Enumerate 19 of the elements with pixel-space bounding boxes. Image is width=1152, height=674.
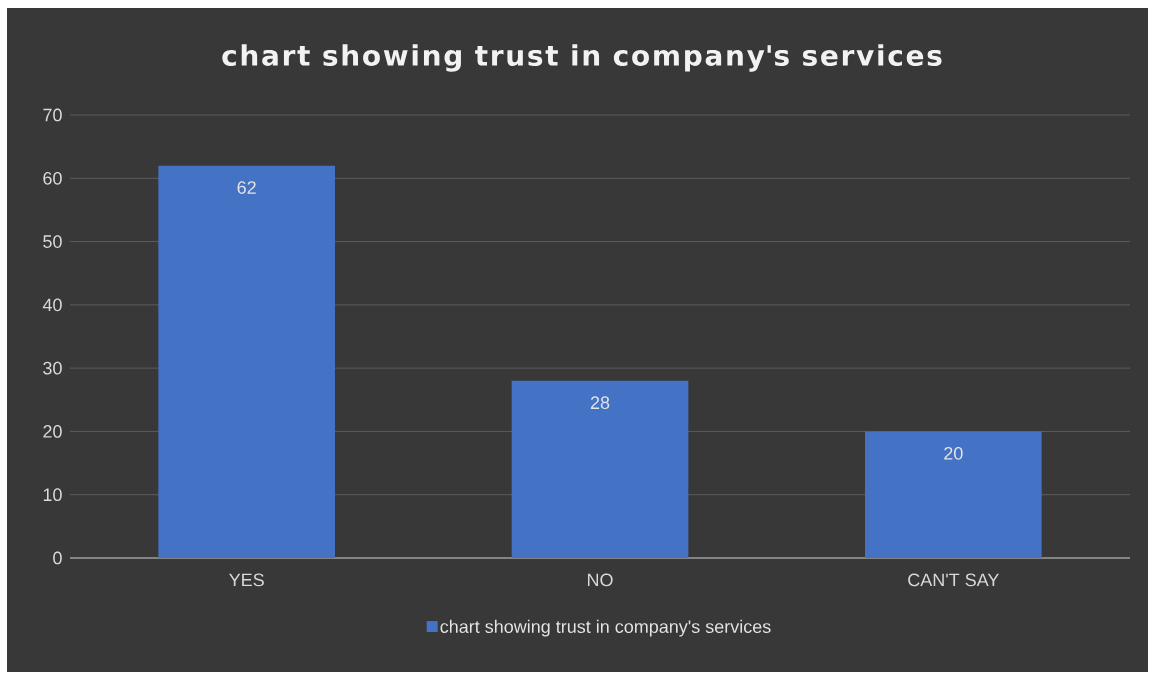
y-tick-label: 40 [42,298,62,312]
bar [865,431,1042,558]
x-tick-label: NO [587,573,613,587]
chart-title: chart showing trust in company's services [222,44,942,72]
y-tick-label: 30 [43,361,62,375]
x-tick-label: YES [229,573,264,587]
y-tick-label: 0 [53,551,62,565]
legend-label: chart showing trust in company's services [440,619,771,637]
data-label: 28 [590,396,610,410]
x-tick-label: CAN'T SAY [908,573,999,587]
y-tick-label: 60 [43,171,62,185]
y-tick-label: 50 [43,235,62,248]
bar [158,165,335,558]
y-tick-label: 10 [43,488,62,502]
y-tick-label: 70 [43,108,62,122]
data-label: 20 [944,446,963,460]
bar [511,380,689,558]
data-label: 62 [237,181,256,194]
y-tick-label: 20 [43,425,62,438]
